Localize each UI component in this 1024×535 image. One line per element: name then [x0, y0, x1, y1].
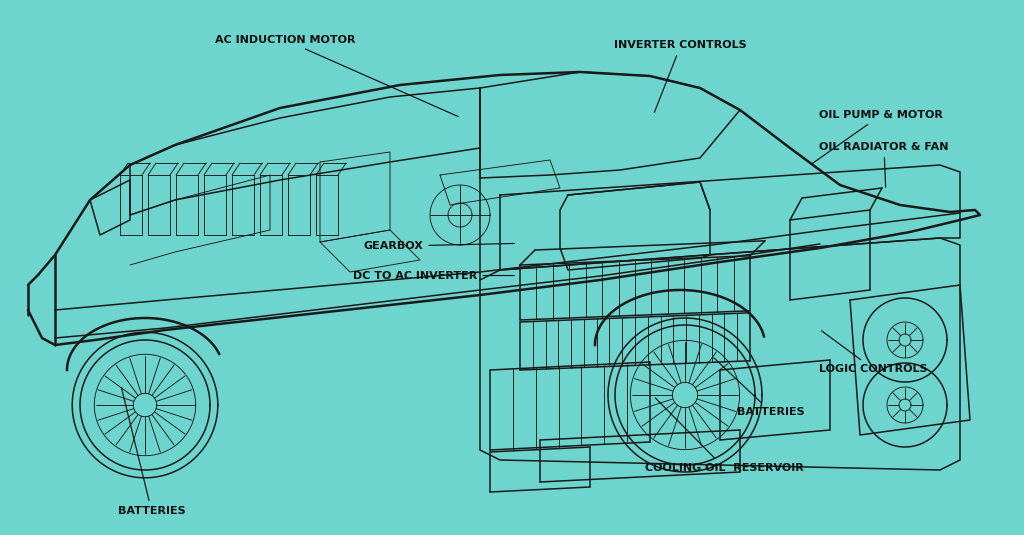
Text: LOGIC CONTROLS: LOGIC CONTROLS	[819, 331, 928, 374]
Text: OIL PUMP & MOTOR: OIL PUMP & MOTOR	[811, 110, 943, 164]
Text: COOLING OIL  RESERVOIR: COOLING OIL RESERVOIR	[645, 398, 804, 473]
Text: BATTERIES: BATTERIES	[118, 388, 185, 516]
Text: DC TO AC INVERTER: DC TO AC INVERTER	[353, 271, 514, 280]
Text: BATTERIES: BATTERIES	[714, 358, 805, 417]
Text: GEARBOX: GEARBOX	[364, 241, 514, 251]
Text: OIL RADIATOR & FAN: OIL RADIATOR & FAN	[819, 142, 948, 187]
Text: AC INDUCTION MOTOR: AC INDUCTION MOTOR	[215, 35, 459, 117]
Text: INVERTER CONTROLS: INVERTER CONTROLS	[614, 41, 748, 112]
